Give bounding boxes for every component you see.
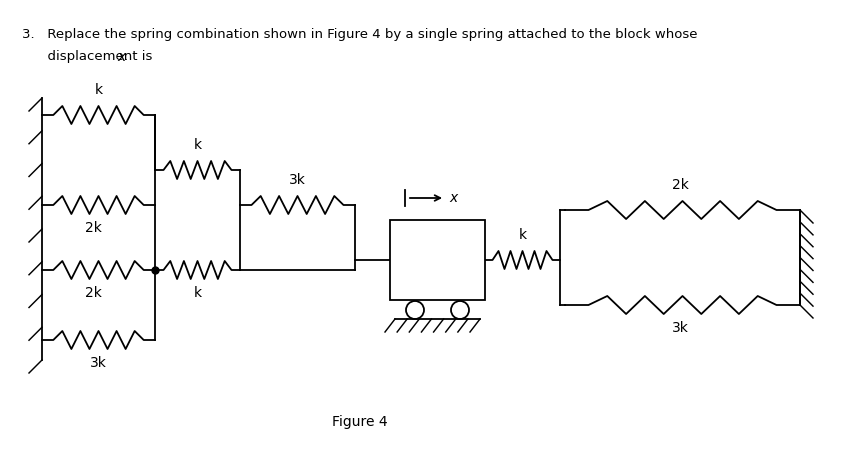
Bar bbox=[390, 220, 485, 300]
Text: 3.   Replace the spring combination shown in Figure 4 by a single spring attache: 3. Replace the spring combination shown … bbox=[22, 28, 697, 41]
Text: $x$: $x$ bbox=[117, 50, 127, 64]
Text: .: . bbox=[124, 50, 128, 63]
Text: displacement is: displacement is bbox=[22, 50, 157, 63]
Text: 2k: 2k bbox=[672, 178, 689, 192]
Text: 2k: 2k bbox=[85, 286, 102, 300]
Text: k: k bbox=[193, 286, 201, 300]
Text: k: k bbox=[193, 138, 201, 152]
Text: 3k: 3k bbox=[90, 356, 107, 370]
Text: k: k bbox=[518, 228, 527, 242]
Text: $x$: $x$ bbox=[449, 191, 459, 205]
Text: 3k: 3k bbox=[289, 173, 306, 187]
Text: 3k: 3k bbox=[672, 321, 689, 335]
Text: 2k: 2k bbox=[85, 221, 102, 235]
Text: Figure 4: Figure 4 bbox=[332, 415, 388, 429]
Text: k: k bbox=[94, 83, 103, 97]
